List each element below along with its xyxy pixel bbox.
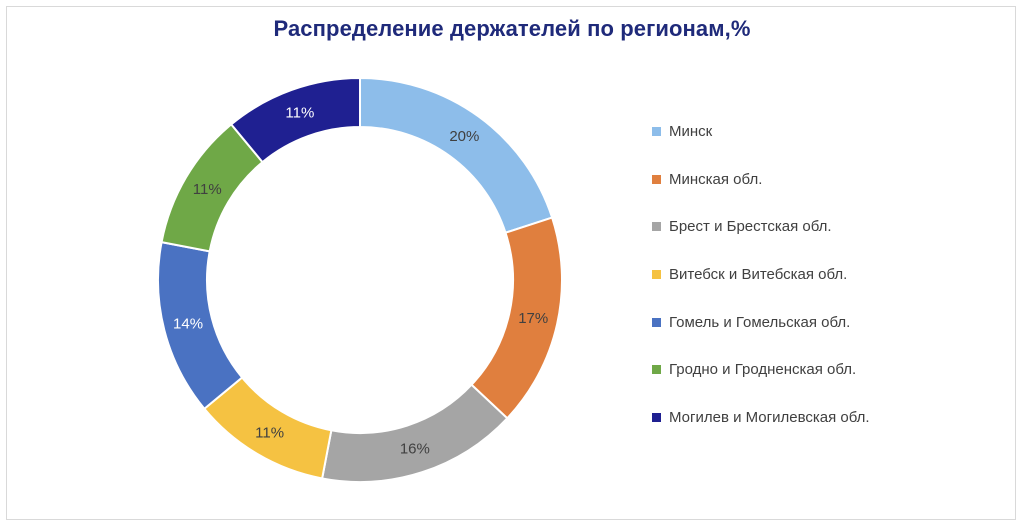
legend-label-2: Брест и Брестская обл. <box>669 218 832 236</box>
legend-item-2: Брест и Брестская обл. <box>652 203 952 251</box>
legend-label-4: Гомель и Гомельская обл. <box>669 313 851 331</box>
donut-chart: 20% 17% 16% 11% 14% 11% 11% <box>157 76 563 483</box>
slice-label-3: 11% <box>255 424 284 441</box>
slice-label-0: 20% <box>449 128 479 145</box>
slice-label-2: 16% <box>400 440 430 457</box>
legend-item-5: Гродно и Гродненская обл. <box>652 346 952 394</box>
legend-label-6: Могилев и Могилевская обл. <box>669 408 870 426</box>
chart-legend: Минск Минская обл. Брест и Брестская обл. В… <box>652 108 952 441</box>
slice-label-5: 11% <box>193 181 222 198</box>
legend-item-3: Витебск и Витебская обл. <box>652 251 952 299</box>
donut-slice-2 <box>320 383 509 483</box>
legend-swatch-2 <box>652 222 661 232</box>
legend-item-1: Минская обл. <box>652 156 952 204</box>
legend-item-6: Могилев и Могилевская обл. <box>652 394 952 442</box>
donut-slice-1 <box>470 216 563 420</box>
legend-label-1: Минская обл. <box>669 170 763 188</box>
chart-title: Распределение держателей по регионам,% <box>273 16 751 41</box>
legend-item-4: Гомель и Гомельская обл. <box>652 298 952 346</box>
donut-slice-0 <box>359 76 554 234</box>
legend-swatch-3 <box>652 270 661 280</box>
legend-label-5: Гродно и Гродненская обл. <box>669 361 857 379</box>
donut-slice-6 <box>229 76 361 164</box>
legend-swatch-4 <box>652 317 661 327</box>
slice-label-6: 11% <box>285 104 314 121</box>
legend-label-3: Витебск и Витебская обл. <box>669 266 848 284</box>
legend-label-0: Минск <box>669 123 713 141</box>
legend-swatch-5 <box>652 365 661 375</box>
legend-swatch-6 <box>652 412 661 422</box>
slice-label-4: 14% <box>173 316 203 333</box>
legend-item-0: Минск <box>652 108 952 156</box>
legend-swatch-1 <box>652 174 661 184</box>
legend-swatch-0 <box>652 127 661 137</box>
slice-label-1: 17% <box>518 310 548 327</box>
